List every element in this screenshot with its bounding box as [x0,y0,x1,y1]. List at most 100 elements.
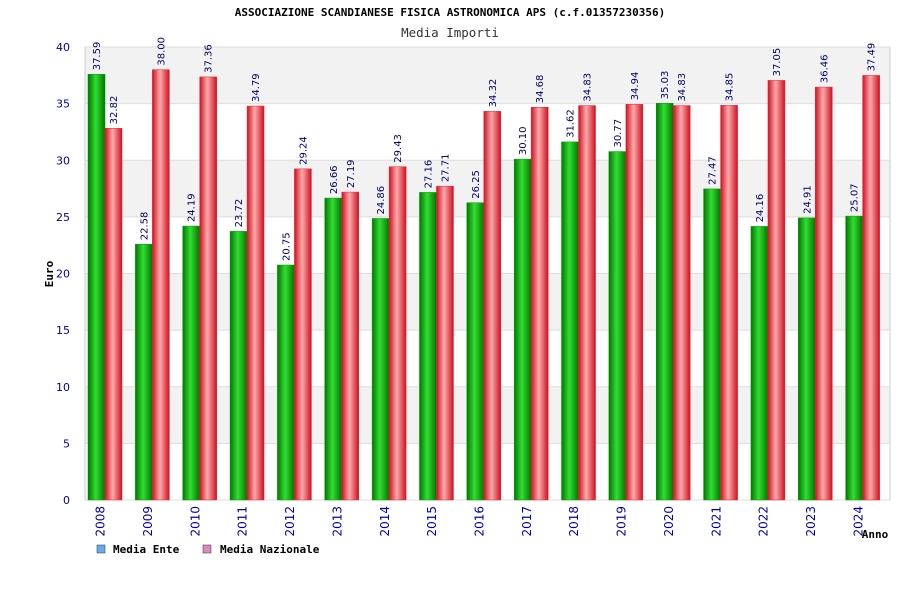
bar-media-nazionale [530,106,549,501]
bar-media-ente [798,217,816,501]
value-label-media-ente: 24.19 [187,193,198,222]
x-tick-label: 2009 [141,506,155,537]
x-tick-label: 2013 [330,506,344,537]
bar-media-ente [513,158,532,501]
legend-swatch-media-ente [96,544,106,554]
value-labels-group: 37.59 32.82 22.58 38.00 24.19 37.36 23.72 34.79… [92,37,878,261]
x-tick-label: 2018 [567,506,581,537]
bar-media-nazionale [199,76,217,501]
value-label-media-nazionale: 29.43 [393,134,404,163]
value-label-media-nazionale: 27.71 [440,154,451,183]
x-tick-label: 2019 [615,506,629,537]
bar-media-nazionale [862,75,880,501]
value-label-media-nazionale: 27.19 [346,159,357,188]
value-label-media-nazionale: 34.68 [535,75,546,104]
x-tick-label: 2021 [709,506,723,537]
plot-band [85,47,890,104]
bar-media-nazionale [720,105,738,501]
value-label-media-nazionale: 34.83 [677,73,688,102]
y-tick-label: 5 [63,437,70,450]
y-tick-label: 25 [56,211,70,224]
value-label-media-ente: 37.59 [92,42,103,71]
bar-media-nazionale [436,185,454,501]
bar-media-ente [703,188,721,501]
bar-media-nazionale [341,191,360,501]
bar-media-nazionale [815,86,833,501]
y-axis-label: Euro [43,260,56,287]
value-label-media-ente: 30.77 [613,119,624,148]
bar-media-nazionale [672,105,691,501]
x-axis-label: Anno [862,528,889,541]
legend-label-media-ente: Media Ente [113,543,180,556]
value-label-media-ente: 20.75 [281,232,292,261]
y-tick-label: 40 [56,41,70,54]
value-label-media-ente: 26.25 [471,170,482,199]
value-label-media-ente: 24.16 [755,194,766,223]
y-tick-label: 35 [56,98,70,111]
y-tick-label: 20 [56,268,70,281]
x-tick-label: 2022 [757,506,771,537]
value-label-media-nazionale: 37.49 [867,43,878,72]
y-axis-ticks: 0 5 10 15 20 25 30 35 40 [56,41,70,507]
bar-media-ente [419,192,437,501]
value-label-media-nazionale: 36.46 [819,54,830,83]
bar-media-nazionale [578,105,596,501]
value-label-media-ente: 24.91 [802,185,813,214]
bar-media-nazionale [104,128,123,501]
bar-media-ente [371,218,390,501]
y-tick-label: 30 [56,154,70,167]
legend: Media Ente Media Nazionale [96,543,320,556]
bar-media-ente [608,151,627,501]
value-label-media-ente: 35.03 [660,71,671,100]
y-tick-label: 0 [63,494,70,507]
bars-group [87,69,880,501]
x-tick-label: 2024 [851,506,865,537]
bar-media-nazionale [294,168,312,501]
value-label-media-ente: 24.86 [376,186,387,215]
value-label-media-nazionale: 37.05 [772,48,783,77]
x-tick-label: 2023 [804,506,818,537]
value-label-media-ente: 30.10 [518,126,529,155]
bar-media-nazionale [767,80,786,501]
bar-media-ente [229,231,248,501]
x-tick-label: 2010 [188,506,202,537]
value-label-media-nazionale: 32.82 [109,96,120,125]
bar-media-ente [182,225,200,501]
value-label-media-nazionale: 37.36 [204,44,215,73]
x-tick-label: 2011 [236,506,250,537]
y-tick-label: 15 [56,324,70,337]
bar-media-ente [845,215,863,501]
value-label-media-ente: 23.72 [234,199,245,228]
bar-media-ente [135,244,153,501]
value-label-media-nazionale: 34.79 [251,73,262,102]
legend-swatch-media-nazionale [202,544,212,554]
bar-media-ente [750,226,769,501]
value-label-media-nazionale: 38.00 [156,37,167,66]
bar-media-ente [87,74,106,501]
value-label-media-ente: 26.66 [329,165,340,194]
bar-media-ente [561,141,579,501]
bar-media-nazionale [483,111,502,501]
bar-media-ente [277,264,295,501]
value-label-media-ente: 25.07 [850,183,861,212]
value-label-media-nazionale: 34.83 [583,73,594,102]
value-label-media-ente: 27.16 [423,160,434,189]
x-tick-label: 2016 [473,506,487,537]
value-label-media-nazionale: 34.94 [630,72,641,101]
bar-media-ente [655,103,674,501]
x-tick-label: 2014 [378,506,392,537]
bar-media-nazionale [388,166,407,501]
x-tick-label: 2017 [520,506,534,537]
value-label-media-nazionale: 34.32 [488,79,499,108]
chart-title: ASSOCIAZIONE SCANDIANESE FISICA ASTRONOM… [235,6,665,19]
x-tick-label: 2008 [94,506,108,537]
bar-media-nazionale [152,69,170,501]
bar-media-nazionale [625,104,644,501]
x-axis-ticks: 2008 2009 2010 2011 2012 2013 2014 2015 2016 2017… [94,506,866,537]
value-label-media-ente: 27.47 [708,156,719,185]
bar-media-nazionale [246,105,265,501]
x-tick-label: 2012 [283,506,297,537]
value-label-media-nazionale: 29.24 [298,136,309,165]
